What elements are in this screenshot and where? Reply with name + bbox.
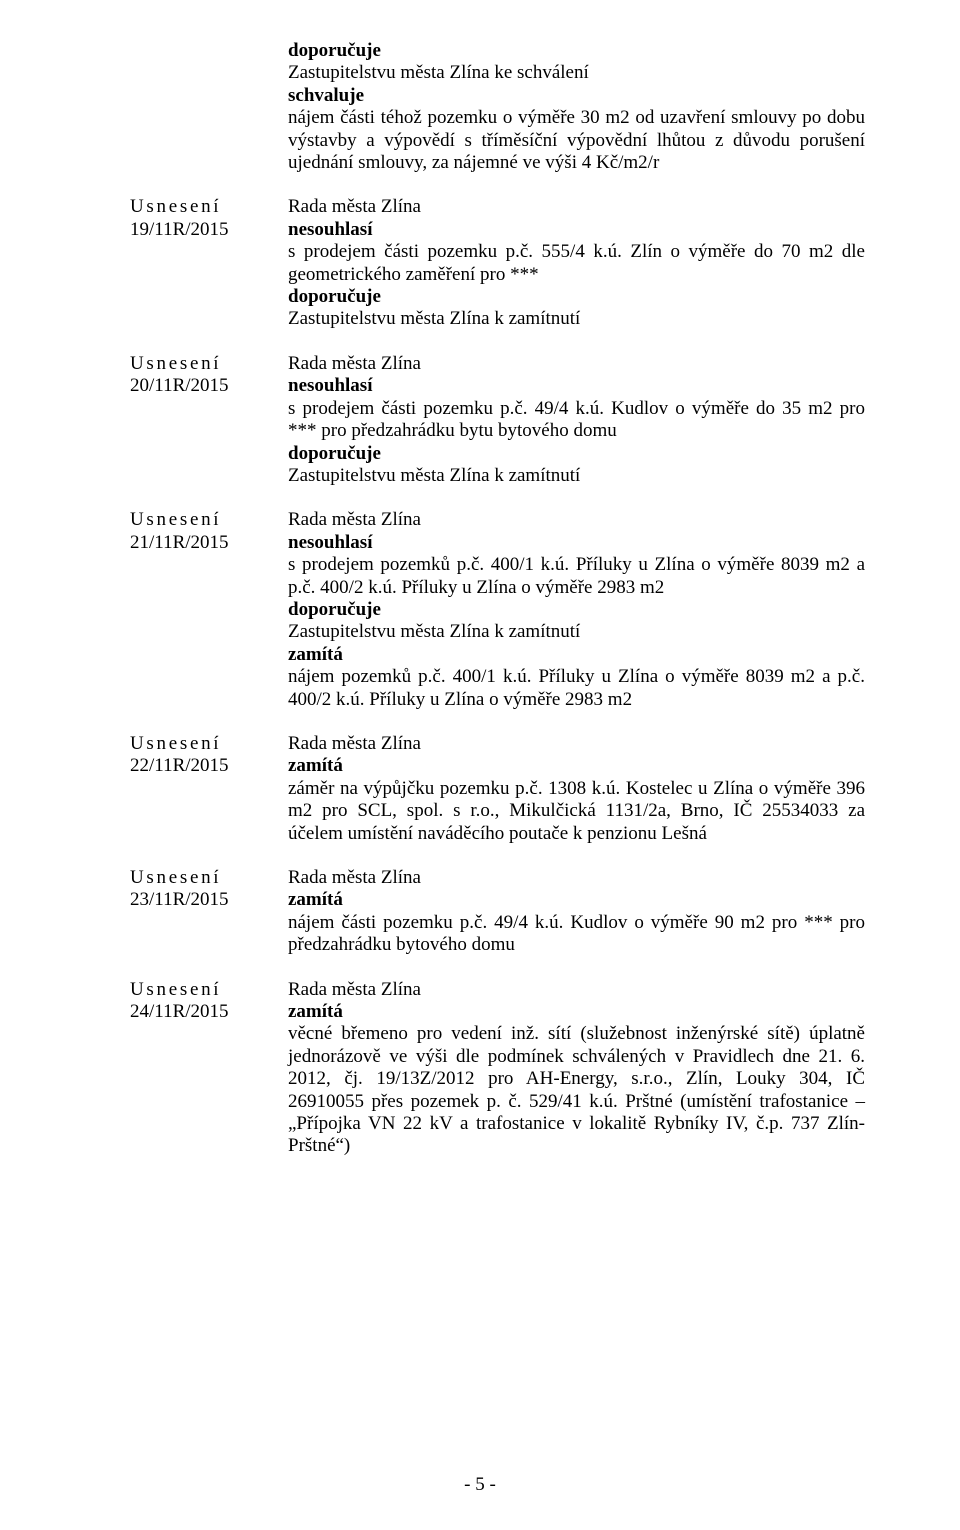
rada-label: Rada města Zlína	[288, 733, 865, 755]
usneseni-label: Usnesení	[130, 196, 288, 218]
resolution-23: Usnesení 23/11R/2015 Rada města Zlína za…	[130, 867, 865, 957]
left-col: Usnesení 20/11R/2015	[130, 353, 288, 487]
rada-label: Rada města Zlína	[288, 867, 865, 889]
resolution-number: 23/11R/2015	[130, 889, 288, 911]
right-col: Rada města Zlína zamítá nájem části poze…	[288, 867, 865, 957]
rada-label: Rada města Zlína	[288, 196, 865, 218]
head-word: nesouhlasí	[288, 532, 865, 554]
head-word: zamítá	[288, 1001, 865, 1023]
zast-zamit: Zastupitelstvu města Zlína k zamítnutí	[288, 465, 865, 487]
zast-zamit: Zastupitelstvu města Zlína k zamítnutí	[288, 621, 865, 643]
usneseni-label: Usnesení	[130, 733, 288, 755]
rada-label: Rada města Zlína	[288, 353, 865, 375]
resolution-19: Usnesení 19/11R/2015 Rada města Zlína ne…	[130, 196, 865, 330]
rada-label: Rada města Zlína	[288, 979, 865, 1001]
head-word: zamítá	[288, 889, 865, 911]
intro-body: nájem části téhož pozemku o výměře 30 m2…	[288, 107, 865, 174]
body-text-2: nájem pozemků p.č. 400/1 k.ú. Příluky u …	[288, 666, 865, 711]
rada-label: Rada města Zlína	[288, 509, 865, 531]
intro-doporucuje: doporučuje	[288, 40, 865, 62]
resolution-number: 20/11R/2015	[130, 375, 288, 397]
resolution-21: Usnesení 21/11R/2015 Rada města Zlína ne…	[130, 509, 865, 711]
body-text: záměr na výpůjčku pozemku p.č. 1308 k.ú.…	[288, 778, 865, 845]
resolution-20: Usnesení 20/11R/2015 Rada města Zlína ne…	[130, 353, 865, 487]
doporucuje-label: doporučuje	[288, 286, 865, 308]
usneseni-label: Usnesení	[130, 353, 288, 375]
left-col: Usnesení 23/11R/2015	[130, 867, 288, 957]
body-text: s prodejem pozemků p.č. 400/1 k.ú. Přílu…	[288, 554, 865, 599]
zast-zamit: Zastupitelstvu města Zlína k zamítnutí	[288, 308, 865, 330]
left-col: Usnesení 21/11R/2015	[130, 509, 288, 711]
right-col: Rada města Zlína nesouhlasí s prodejem č…	[288, 353, 865, 487]
right-col: Rada města Zlína nesouhlasí s prodejem p…	[288, 509, 865, 711]
left-col: Usnesení 19/11R/2015	[130, 196, 288, 330]
intro-line2: Zastupitelstvu města Zlína ke schválení	[288, 62, 865, 84]
body-text: s prodejem části pozemku p.č. 555/4 k.ú.…	[288, 241, 865, 286]
resolution-number: 21/11R/2015	[130, 532, 288, 554]
page-number: - 5 -	[0, 1474, 960, 1496]
resolution-24: Usnesení 24/11R/2015 Rada města Zlína za…	[130, 979, 865, 1158]
page: doporučuje Zastupitelstvu města Zlína ke…	[0, 0, 960, 1530]
head-word: nesouhlasí	[288, 375, 865, 397]
right-col: Rada města Zlína zamítá záměr na výpůjčk…	[288, 733, 865, 845]
right-col: Rada města Zlína nesouhlasí s prodejem č…	[288, 196, 865, 330]
resolution-number: 24/11R/2015	[130, 1001, 288, 1023]
resolution-number: 22/11R/2015	[130, 755, 288, 777]
head-word: zamítá	[288, 755, 865, 777]
usneseni-label: Usnesení	[130, 979, 288, 1001]
head-word: nesouhlasí	[288, 219, 865, 241]
intro-schvaluje: schvaluje	[288, 85, 865, 107]
left-col: Usnesení 22/11R/2015	[130, 733, 288, 845]
usneseni-label: Usnesení	[130, 867, 288, 889]
body-text: s prodejem části pozemku p.č. 49/4 k.ú. …	[288, 398, 865, 443]
zamita-label: zamítá	[288, 644, 865, 666]
resolution-22: Usnesení 22/11R/2015 Rada města Zlína za…	[130, 733, 865, 845]
body-text: nájem části pozemku p.č. 49/4 k.ú. Kudlo…	[288, 912, 865, 957]
left-col: Usnesení 24/11R/2015	[130, 979, 288, 1158]
doporucuje-label: doporučuje	[288, 443, 865, 465]
doporucuje-label: doporučuje	[288, 599, 865, 621]
resolution-number: 19/11R/2015	[130, 219, 288, 241]
right-col: Rada města Zlína zamítá věcné břemeno pr…	[288, 979, 865, 1158]
usneseni-label: Usnesení	[130, 509, 288, 531]
intro-block: doporučuje Zastupitelstvu města Zlína ke…	[288, 40, 865, 174]
body-text: věcné břemeno pro vedení inž. sítí (služ…	[288, 1023, 865, 1157]
